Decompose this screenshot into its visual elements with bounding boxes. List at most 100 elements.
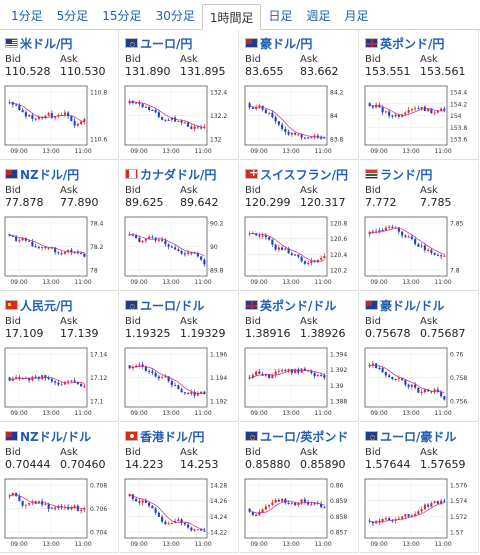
tab-monthly[interactable]: 月足 [344,9,369,23]
candle-body [151,236,154,238]
tab-weekly[interactable]: 週足 [306,9,331,23]
candle-body [290,502,293,504]
y-tick-label: 83.8 [330,137,344,144]
pair-name-link[interactable]: 人民元/円 [20,298,73,313]
mini-chart[interactable]: 14.28 14.26 14.24 14.22 09:00 13:00 11:00 [123,476,237,549]
candle-body [177,249,180,252]
y-tick-label: 154.2 [450,101,467,108]
candle-body [177,519,180,522]
candle-body [404,235,407,237]
mini-chart[interactable]: 84.2 84 83.8 09:00 13:00 11:00 [243,83,357,156]
candle-body [80,121,83,125]
bid-label: Bid [245,185,261,196]
mini-chart[interactable]: 90.2 90 89.8 09:00 13:00 11:00 [123,214,237,287]
pair-header: 香港ドル/円 [125,428,204,444]
candlestick-chart: 154.4 154.2 154 153.8 153.6 09:00 13:00 11:00 [364,85,467,155]
pair-name-link[interactable]: 香港ドル/円 [140,429,205,444]
candle-body [310,137,313,139]
mini-chart[interactable]: 154.4 154.2 154 153.8 153.6 09:00 13:00 11:00 [363,83,477,156]
candle-body [144,106,147,108]
bid-label: Bid [5,316,21,327]
bid-value: 1.57644 [365,458,411,471]
ch-flag-icon [245,169,258,179]
pair-name-link[interactable]: 豪ドル/円 [260,36,313,51]
candle-body [190,391,193,394]
tab-30min[interactable]: 30分足 [155,9,195,23]
mini-chart[interactable]: 17.14 17.12 17.1 09:00 13:00 11:00 [3,345,117,418]
candle-body [11,235,14,237]
candle-body [193,391,196,396]
candle-body [436,254,439,256]
pair-name-link[interactable]: NZドル/ドル [20,429,92,444]
candle-body [15,104,18,106]
candle-body [73,120,76,126]
pair-name-link[interactable]: 英ポンド/ドル [260,298,337,313]
mini-chart[interactable]: 0.708 0.706 0.704 09:00 13:00 11:00 [3,476,117,549]
pair-header: 豪ドル/円 [245,35,312,51]
candle-body [180,120,183,123]
candle-body [310,504,313,506]
candle-body [141,500,144,503]
tab-1min[interactable]: 1分足 [11,9,43,23]
x-tick-label: 13:00 [42,148,59,155]
mini-chart[interactable]: 1.196 1.194 1.192 09:00 13:00 11:00 [123,345,237,418]
pair-name-link[interactable]: ユーロ/ドル [140,298,205,313]
candle-body [50,113,53,118]
y-tick-label: 0.758 [450,375,467,382]
tab-1hour[interactable]: 1時間足 [201,4,262,30]
tab-15min[interactable]: 15分足 [102,9,142,23]
candle-body [371,363,374,366]
mini-chart[interactable]: 78.4 78.2 78 09:00 13:00 11:00 [3,214,117,287]
pair-header: 米ドル/円 [5,35,72,51]
mini-chart[interactable]: 7.85 7.8 09:00 13:00 11:00 [363,214,477,287]
pair-name-link[interactable]: NZドル/円 [20,167,80,182]
gb-flag-icon [365,38,378,48]
candle-body [316,259,319,262]
pair-name-link[interactable]: 豪ドル/ドル [380,298,445,313]
candle-body [410,384,413,387]
candle-body [187,524,190,528]
ask-label: Ask [420,447,438,458]
candle-body [54,507,57,509]
candle-body [388,111,391,116]
y-tick-label: 132.4 [210,90,227,97]
pair-name-link[interactable]: ユーロ/英ポンド [260,429,349,444]
pair-name-link[interactable]: ユーロ/豪ドル [380,429,457,444]
candle-body [28,115,31,117]
pair-name-link[interactable]: カナダドル/円 [140,167,217,182]
x-tick-label: 13:00 [282,410,299,417]
mini-chart[interactable]: 0.86 0.859 0.858 0.857 09:00 13:00 11:00 [243,476,357,549]
candle-body [407,384,410,387]
tab-daily[interactable]: 日足 [268,9,293,23]
candle-body [80,383,83,387]
mini-chart[interactable]: 1.576 1.574 1.572 1.57 09:00 13:00 11:00 [363,476,477,549]
pair-name-link[interactable]: ランド/円 [380,167,433,182]
candle-body [388,518,391,521]
tab-5min[interactable]: 5分足 [56,9,89,23]
pair-name-link[interactable]: 米ドル/円 [20,36,73,51]
x-tick-label: 11:00 [314,410,331,417]
mini-chart[interactable]: 110.8 110.6 09:00 13:00 11:00 [3,83,117,156]
bid-label: Bid [125,447,141,458]
candle-body [157,376,160,379]
pair-name-link[interactable]: スイスフラン/円 [260,167,349,182]
candle-body [271,502,274,505]
ask-label: Ask [180,54,198,65]
bid-value: 153.551 [365,65,411,78]
mini-chart[interactable]: 1.394 1.392 1.39 1.388 09:00 13:00 11:00 [243,345,357,418]
ask-label: Ask [60,185,78,196]
mini-chart[interactable]: 120.8 120.6 120.4 120.2 09:00 13:00 11:00 [243,214,357,287]
candle-body [60,505,63,508]
pair-name-link[interactable]: ユーロ/円 [140,36,193,51]
candle-body [144,500,147,503]
mini-chart[interactable]: 0.76 0.758 0.756 09:00 13:00 11:00 [363,345,477,418]
chart-plot-area [364,216,448,277]
candle-body [313,260,316,262]
pair-name-link[interactable]: 英ポンド/円 [380,36,445,51]
candle-body [401,231,404,236]
pair-header: ユーロ/英ポンド [245,428,348,444]
mini-chart[interactable]: 132.4 132.2 132 09:00 13:00 11:00 [123,83,237,156]
candle-body [70,507,73,510]
candle-body [255,514,258,516]
candle-body [394,114,397,117]
